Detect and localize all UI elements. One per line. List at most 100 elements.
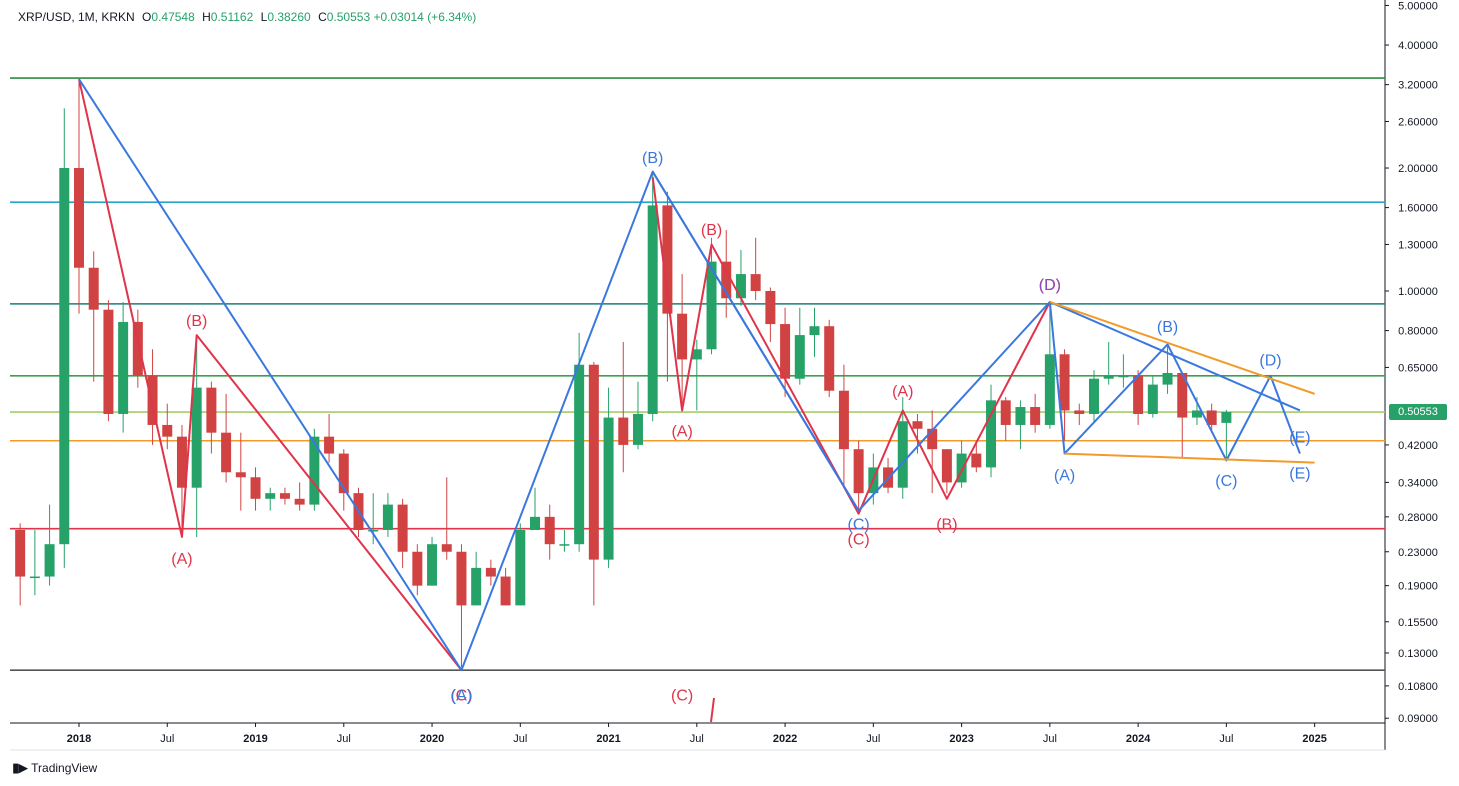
candle[interactable] <box>162 403 173 450</box>
wave-line-stub[interactable] <box>710 697 715 723</box>
candle[interactable] <box>1059 349 1070 441</box>
candle[interactable] <box>382 493 393 537</box>
time-tick-label: 2021 <box>596 733 620 745</box>
candle-body <box>132 321 143 376</box>
candle[interactable] <box>132 309 143 388</box>
candle[interactable] <box>206 381 217 454</box>
wave-line[interactable] <box>651 171 1301 512</box>
candle[interactable] <box>324 413 335 463</box>
wave-line[interactable] <box>1049 301 1315 395</box>
candle[interactable] <box>559 530 570 552</box>
candle[interactable] <box>574 332 585 552</box>
candle[interactable] <box>471 551 482 606</box>
candle[interactable] <box>1015 400 1026 450</box>
candle[interactable] <box>1074 403 1085 425</box>
candle[interactable] <box>176 424 187 537</box>
candle[interactable] <box>721 230 732 318</box>
wave-line[interactable] <box>651 176 1051 515</box>
price-tick-label: 1.30000 <box>1398 239 1438 251</box>
candle[interactable] <box>706 237 717 355</box>
candle[interactable] <box>368 493 379 545</box>
candle[interactable] <box>1206 403 1217 433</box>
candle-body <box>206 387 217 433</box>
candle-body <box>1221 412 1232 423</box>
tradingview-brand[interactable]: ▮▶ TradingView <box>12 760 97 776</box>
candle[interactable] <box>1221 409 1232 462</box>
candle[interactable] <box>44 504 55 586</box>
candle-body <box>986 400 997 468</box>
candle[interactable] <box>29 530 40 596</box>
candle[interactable] <box>147 349 158 445</box>
candle-body <box>15 530 26 577</box>
candle[interactable] <box>1088 370 1099 422</box>
candle[interactable] <box>809 307 820 357</box>
candle[interactable] <box>1103 342 1114 385</box>
candle-body <box>897 421 908 488</box>
candle[interactable] <box>1177 372 1188 459</box>
candle[interactable] <box>780 307 791 398</box>
candle[interactable] <box>15 523 26 606</box>
candle[interactable] <box>235 432 246 511</box>
candle[interactable] <box>515 523 526 606</box>
candle[interactable] <box>632 381 643 450</box>
candle[interactable] <box>500 567 511 606</box>
candle[interactable] <box>927 410 938 494</box>
candle[interactable] <box>456 544 467 668</box>
candle[interactable] <box>1000 397 1011 441</box>
symbol-label[interactable]: XRP/USD, 1M, KRKN <box>18 10 135 24</box>
candle[interactable] <box>1147 375 1158 418</box>
wave-label: (C) <box>1215 473 1237 490</box>
open-value: 0.47548 <box>151 10 195 24</box>
wave-line[interactable] <box>1064 452 1315 464</box>
candle[interactable] <box>191 335 202 537</box>
candle[interactable] <box>250 467 261 511</box>
candle[interactable] <box>88 251 99 382</box>
candle[interactable] <box>530 487 541 530</box>
candle[interactable] <box>1133 370 1144 425</box>
candle[interactable] <box>941 449 952 494</box>
candle[interactable] <box>765 287 776 343</box>
candle[interactable] <box>1118 354 1129 388</box>
price-tick-label: 2.60000 <box>1398 116 1438 128</box>
candle-body <box>1177 372 1188 418</box>
candle[interactable] <box>588 362 599 606</box>
candle[interactable] <box>956 440 967 488</box>
candle[interactable] <box>544 504 555 560</box>
wave-label: (C) <box>848 516 870 533</box>
candle[interactable] <box>1030 393 1041 433</box>
candle[interactable] <box>103 300 114 422</box>
candle[interactable] <box>59 108 70 568</box>
wave-line[interactable] <box>1049 301 1301 412</box>
candle[interactable] <box>824 319 835 398</box>
candle[interactable] <box>677 274 688 411</box>
candle[interactable] <box>794 307 805 385</box>
candle[interactable] <box>485 559 496 586</box>
candle-body <box>735 274 746 299</box>
candle[interactable] <box>986 384 997 478</box>
candle[interactable] <box>412 544 423 596</box>
candle[interactable] <box>338 449 349 511</box>
candle[interactable] <box>603 387 614 568</box>
candle[interactable] <box>221 393 232 483</box>
candle[interactable] <box>1044 301 1055 429</box>
candle[interactable] <box>397 498 408 568</box>
wave-label: (A) <box>671 424 692 441</box>
candle[interactable] <box>750 237 761 301</box>
candle[interactable] <box>897 397 908 499</box>
candle[interactable] <box>279 487 290 505</box>
candle[interactable] <box>691 339 702 411</box>
candle[interactable] <box>265 487 276 511</box>
candle[interactable] <box>971 440 982 473</box>
candle[interactable] <box>118 301 129 433</box>
candle[interactable] <box>647 171 658 422</box>
candle[interactable] <box>74 79 84 314</box>
candle[interactable] <box>838 364 849 488</box>
candle[interactable] <box>427 536 438 586</box>
candle[interactable] <box>853 440 864 511</box>
candle[interactable] <box>294 482 305 511</box>
candle[interactable] <box>441 477 452 560</box>
candle[interactable] <box>618 342 629 473</box>
wave-line[interactable] <box>78 78 860 672</box>
wave-line[interactable] <box>78 78 463 671</box>
